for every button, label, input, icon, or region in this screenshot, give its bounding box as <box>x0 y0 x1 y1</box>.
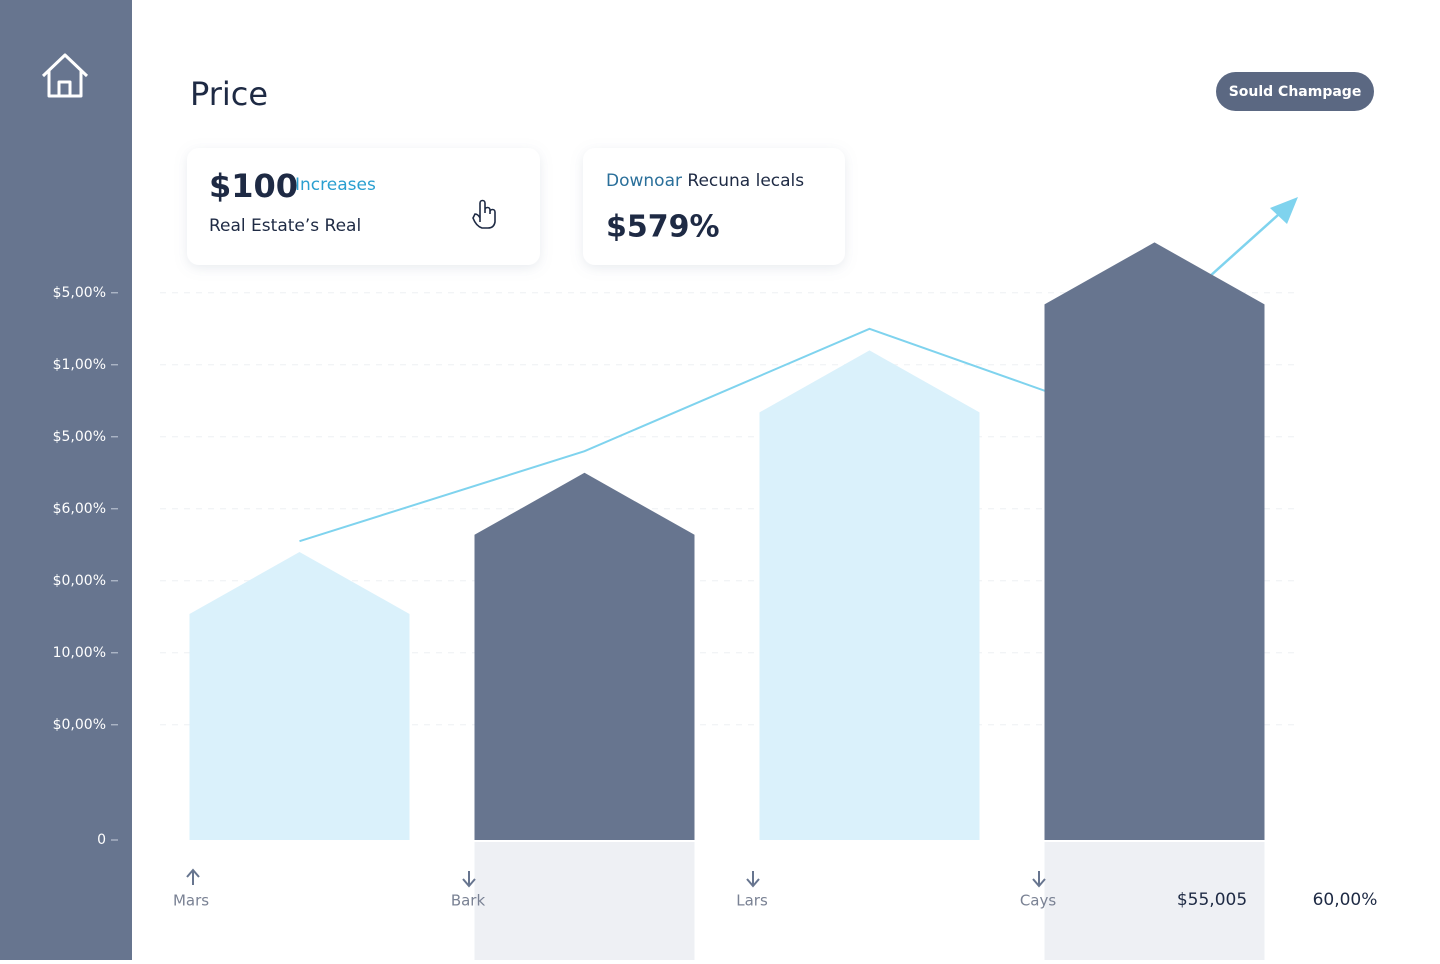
card-tag: Increases <box>295 175 376 195</box>
x-tick-label: Mars <box>173 892 209 910</box>
y-tick-label: $0,00% <box>53 717 106 733</box>
chart: 0 $0,00% 10,00% $0,00% $6,00% $5,00% $1,00% $5,… <box>53 197 1300 960</box>
card-caption: Real Estate’s Real <box>209 216 361 236</box>
y-tick-label: $1,00% <box>53 357 106 373</box>
card-heading-text: Recuna lecals <box>687 171 804 191</box>
home-icon[interactable] <box>41 53 89 98</box>
card-heading: Downoar Recuna lecals <box>606 171 804 191</box>
arrow-icon <box>1032 871 1046 888</box>
x-tick-label: Bark <box>451 892 486 910</box>
card-lead: Downoar <box>606 171 682 191</box>
trend-arrowhead <box>1270 197 1298 224</box>
y-tick-label: $0,00% <box>53 573 106 589</box>
y-tick-label: 10,00% <box>53 645 106 661</box>
x-tick-label: Lars <box>736 892 768 910</box>
hand-icon <box>472 199 496 229</box>
bar-base <box>474 842 695 960</box>
bar <box>189 552 410 840</box>
button-label[interactable]: Sould Champage <box>1229 84 1362 100</box>
arrow-icon <box>746 871 760 888</box>
sidebar <box>0 0 132 960</box>
card-value: $100 <box>209 167 298 205</box>
bar-base <box>1044 842 1265 960</box>
y-tick-label: $5,00% <box>53 429 106 445</box>
bar <box>1044 242 1265 840</box>
page-title: Price <box>190 75 268 113</box>
arrow-icon <box>186 868 200 885</box>
footer-value: 60,00% <box>1313 890 1378 910</box>
arrow-icon <box>462 871 476 888</box>
y-tick-label: 0 <box>97 832 106 848</box>
stat-card <box>583 148 845 265</box>
y-tick-label: $6,00% <box>53 501 106 517</box>
y-tick-label: $5,00% <box>53 285 106 301</box>
bar <box>474 472 695 840</box>
footer-value: $55,005 <box>1177 890 1247 910</box>
action-button[interactable] <box>1216 72 1374 111</box>
stat-card <box>187 148 540 265</box>
card-value: $579% <box>606 210 720 245</box>
x-tick-label: Cays <box>1020 892 1057 910</box>
trend-line <box>299 327 1155 543</box>
bar <box>759 350 980 840</box>
